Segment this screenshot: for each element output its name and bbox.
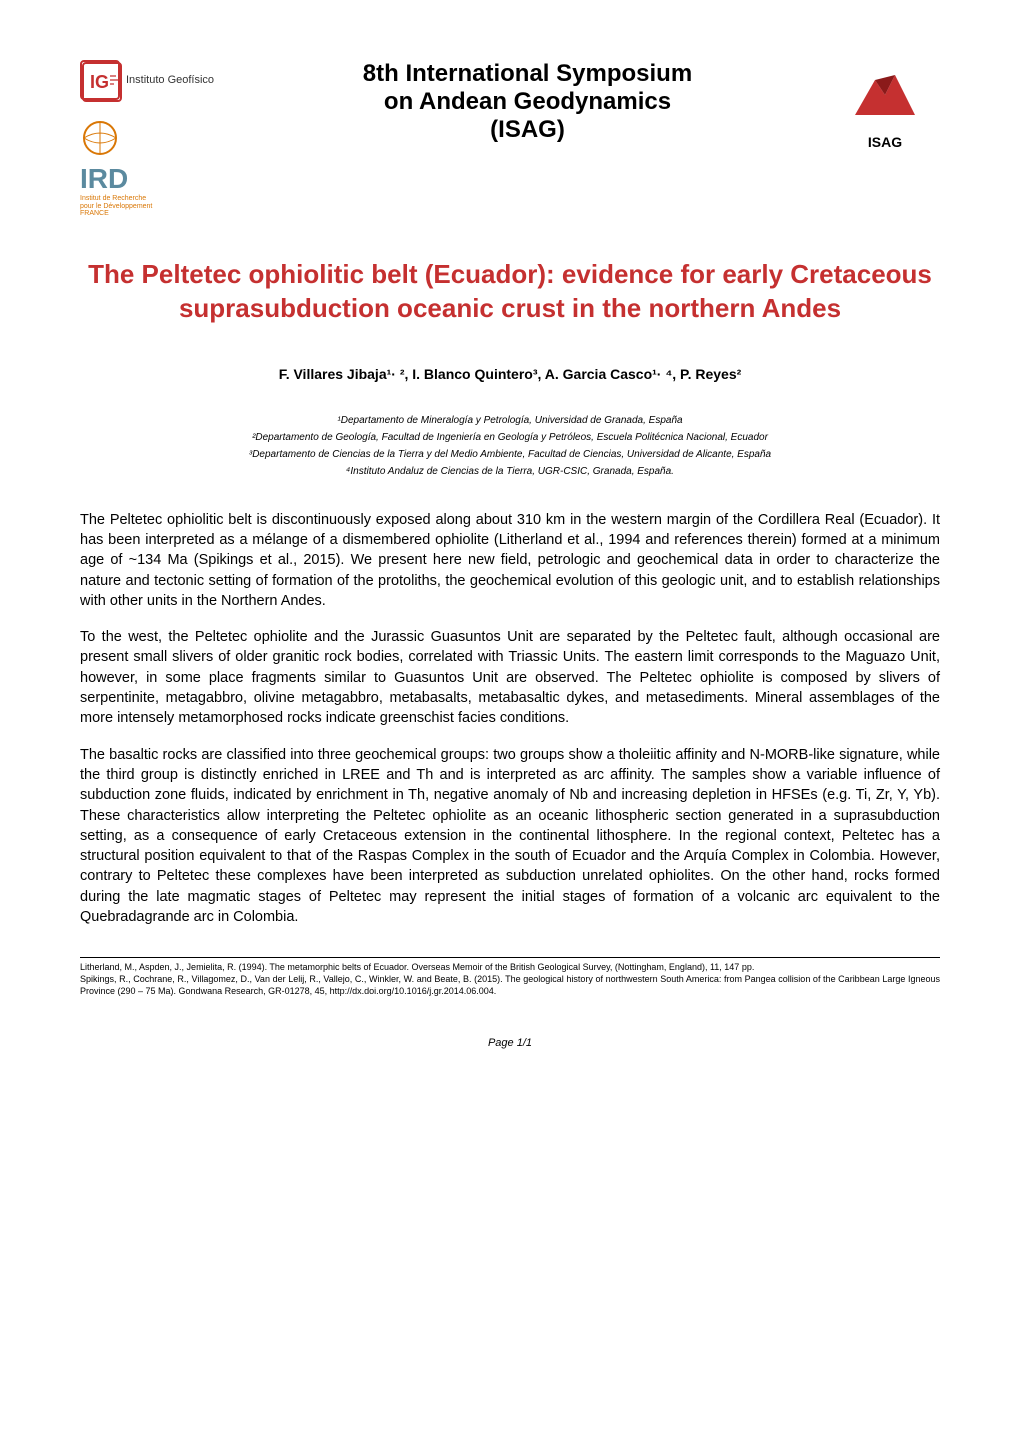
affiliations: ¹Departamento de Mineralogía y Petrologí… [80,412,940,480]
references: Litherland, M., Aspden, J., Jemielita, R… [80,957,940,997]
isag-label: ISAG [830,134,940,150]
ird-globe-icon [80,118,225,163]
volcano-icon [830,60,940,130]
affiliation-4: ⁴Instituto Andaluz de Ciencias de la Tie… [80,463,940,480]
affiliation-1: ¹Departamento de Mineralogía y Petrologí… [80,412,940,429]
header-row: IG Instituto Geofísico IRD Institut de R… [80,60,940,218]
reference-2: Spikings, R., Cochrane, R., Villagomez, … [80,974,940,997]
symposium-line1: 8th International Symposium [245,60,810,88]
symposium-line3: (ISAG) [245,116,810,144]
symposium-line2: on Andean Geodynamics [245,88,810,116]
logos-left: IG Instituto Geofísico IRD Institut de R… [80,60,225,218]
symposium-title: 8th International Symposium on Andean Ge… [225,60,830,144]
logo-ird: IRD Institut de Recherche pour le Dévelo… [80,118,225,218]
paragraph-1: The Peltetec ophiolitic belt is disconti… [80,510,940,611]
logo-isag: ISAG [830,60,940,150]
ird-label: IRD [80,163,225,195]
ird-sub3: FRANCE [80,210,225,218]
paper-title: The Peltetec ophiolitic belt (Ecuador): … [80,258,940,326]
ig-icon: IG [80,60,120,100]
ird-sub2: pour le Développement [80,203,225,211]
ig-label: Instituto Geofísico [126,74,214,86]
reference-1: Litherland, M., Aspden, J., Jemielita, R… [80,962,940,974]
paragraph-2: To the west, the Peltetec ophiolite and … [80,627,940,728]
affiliation-3: ³Departamento de Ciencias de la Tierra y… [80,446,940,463]
affiliation-2: ²Departamento de Geología, Facultad de I… [80,429,940,446]
logo-instituto-geofisico: IG Instituto Geofísico [80,60,225,100]
authors: F. Villares Jibaja¹· ², I. Blanco Quinte… [80,366,940,382]
ird-sub1: Institut de Recherche [80,195,225,203]
paragraph-3: The basaltic rocks are classified into t… [80,745,940,928]
page-footer: Page 1/1 [80,1037,940,1049]
svg-text:IG: IG [90,72,109,92]
